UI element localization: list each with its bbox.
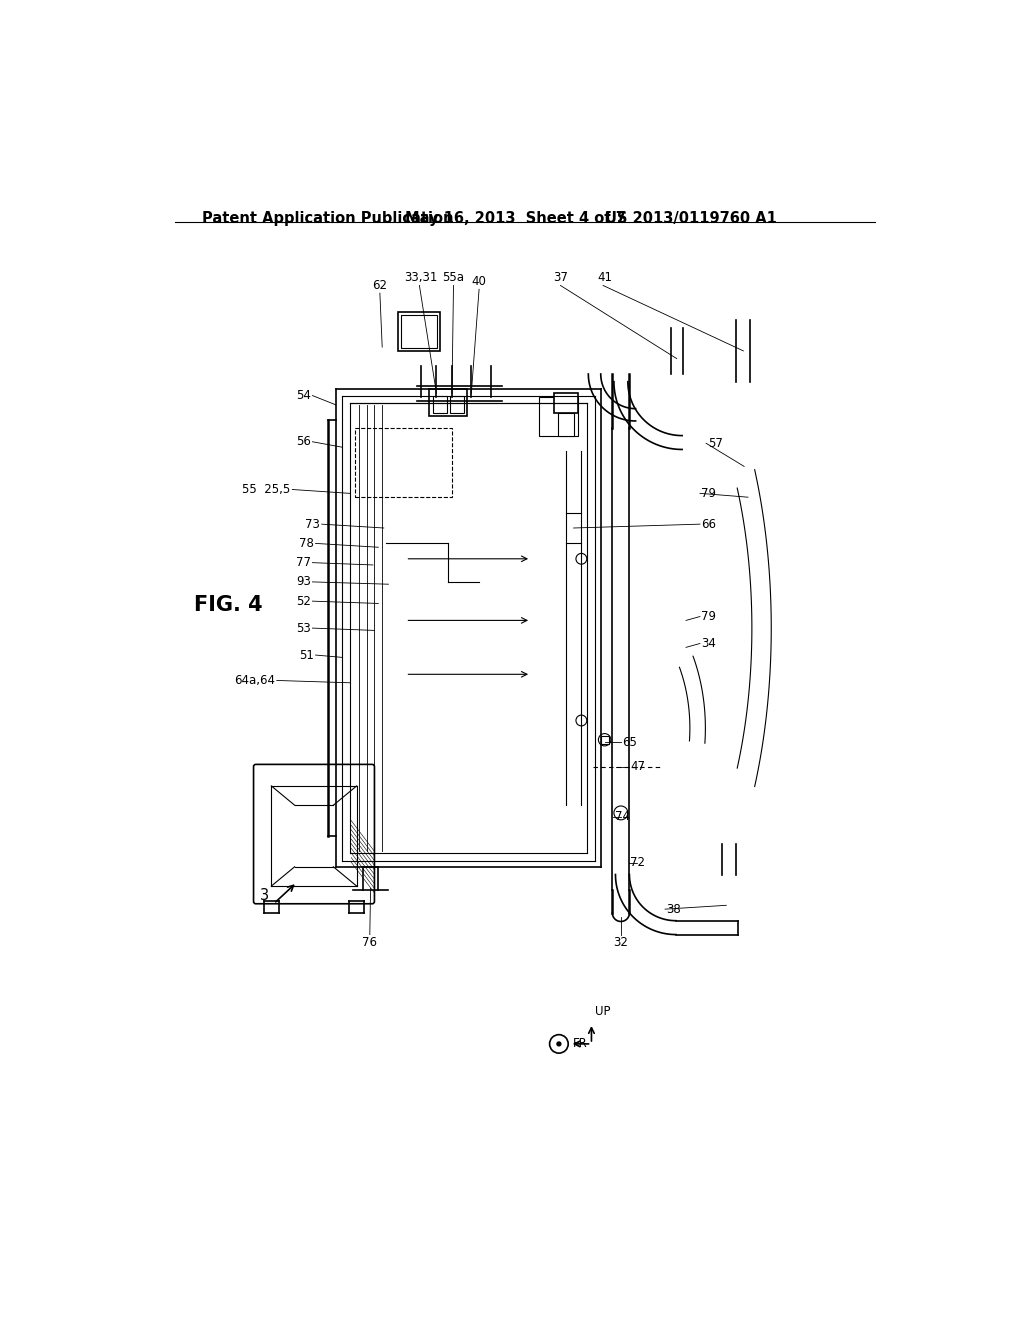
Text: 54: 54 [296,389,311,403]
Text: 34: 34 [701,638,717,649]
Bar [451,396,464,412]
Text: 79: 79 [701,487,717,500]
Text: 73: 73 [305,517,321,531]
Bar [601,737,608,743]
Text: FIG. 4: FIG. 4 [195,595,263,615]
Text: US 2013/0119760 A1: US 2013/0119760 A1 [604,211,776,226]
Bar [539,397,578,436]
Text: 38: 38 [667,903,681,916]
Text: 57: 57 [708,437,723,450]
Text: 72: 72 [630,857,645,870]
Text: 65: 65 [623,735,637,748]
Bar [397,313,440,351]
Text: 55  25,5: 55 25,5 [243,483,291,496]
Text: 41: 41 [597,271,612,284]
Text: 55a: 55a [442,271,465,284]
Text: 51: 51 [299,648,314,661]
Text: Patent Application Publication: Patent Application Publication [202,211,454,226]
Bar [355,428,452,498]
Text: 47: 47 [630,760,645,774]
Text: 66: 66 [701,517,717,531]
Bar [429,389,467,416]
Bar [400,315,437,348]
Text: 3: 3 [260,888,269,903]
Text: 52: 52 [296,594,311,607]
Text: 37: 37 [553,271,568,284]
Text: 77: 77 [296,556,311,569]
Bar [432,396,446,412]
Text: 33,31: 33,31 [404,271,437,284]
Text: UP: UP [595,1006,611,1019]
Text: May 16, 2013  Sheet 4 of 7: May 16, 2013 Sheet 4 of 7 [406,211,627,226]
Text: 53: 53 [296,622,311,635]
Text: 93: 93 [296,576,311,589]
Bar [558,413,573,436]
Text: 79: 79 [701,610,717,623]
Text: 64a,64: 64a,64 [234,675,275,686]
Text: 74: 74 [614,810,630,824]
Text: 76: 76 [362,936,377,949]
Text: FR: FR [572,1038,588,1051]
FancyBboxPatch shape [254,764,375,904]
Text: 32: 32 [613,936,629,949]
Text: 40: 40 [472,275,486,288]
Circle shape [557,1041,561,1045]
Bar [554,393,578,412]
Text: 78: 78 [299,537,314,550]
Text: 56: 56 [296,436,311,449]
Text: 62: 62 [373,279,387,292]
